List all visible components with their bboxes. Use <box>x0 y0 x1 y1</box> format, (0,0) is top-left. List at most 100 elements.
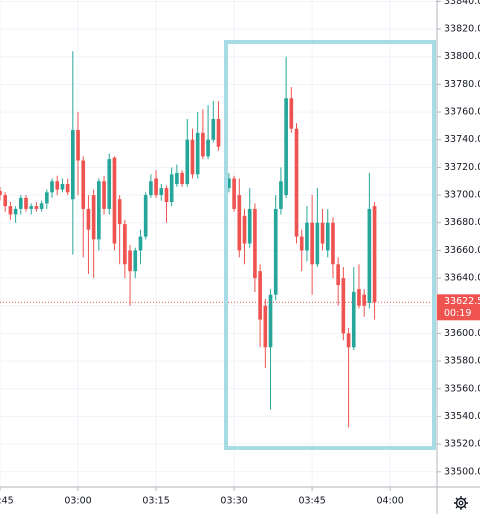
grid <box>0 0 437 487</box>
y-tick-label: 33500.0 <box>444 466 480 477</box>
y-tick-label: 33840.0 <box>444 0 480 7</box>
time-axis <box>0 487 480 514</box>
candle-body <box>45 192 49 204</box>
y-tick-label: 33680.0 <box>444 217 480 228</box>
candle-body <box>3 195 8 207</box>
candle-body <box>39 203 44 209</box>
candle-body <box>128 250 132 272</box>
candle-body <box>273 208 278 295</box>
candle-body <box>60 184 65 190</box>
candle-body <box>24 197 28 209</box>
candle-body <box>13 208 18 215</box>
candle-body <box>185 139 190 185</box>
candle-body <box>65 184 70 193</box>
candle-body <box>97 181 101 240</box>
candle-body <box>206 139 210 157</box>
candle-body <box>372 206 377 303</box>
candle-body <box>154 178 158 196</box>
x-tick-label: 03:15 <box>142 496 169 507</box>
y-tick-label: 33640.0 <box>444 273 480 284</box>
highlight-box <box>224 40 436 450</box>
y-tick-label: 33700.0 <box>444 190 480 201</box>
y-tick-label: 33600.0 <box>444 328 480 339</box>
last-price-tag <box>437 294 480 321</box>
candle-body <box>315 222 320 265</box>
candle-body <box>263 305 268 348</box>
candle-body <box>18 197 23 209</box>
candle-body <box>325 222 330 251</box>
candle-body <box>253 208 257 279</box>
x-tick-label: 02:45 <box>0 496 14 507</box>
y-tick-label: 33540.0 <box>444 411 480 422</box>
candle-body <box>242 215 247 244</box>
candle-body <box>362 294 366 306</box>
candle-body <box>112 157 117 244</box>
candle-body <box>71 130 75 200</box>
candle-body <box>341 278 346 334</box>
y-tick-label: 33800.0 <box>444 51 480 62</box>
candle-body <box>102 181 106 209</box>
candle-body <box>299 236 304 251</box>
y-tick-label: 33520.0 <box>444 439 480 450</box>
y-tick-label: 33660.0 <box>444 245 480 256</box>
candle-body <box>232 178 236 209</box>
candle-body <box>8 206 13 215</box>
x-tick-label: 03:45 <box>298 496 325 507</box>
candle-body <box>247 208 252 244</box>
candle-body <box>159 188 164 196</box>
candle-body <box>107 159 112 209</box>
candle-body <box>117 199 122 225</box>
candle-body <box>164 188 169 202</box>
candle-body <box>331 222 335 265</box>
y-tick-label: 33580.0 <box>444 356 480 367</box>
candle-body <box>268 294 273 348</box>
y-tick-label: 33760.0 <box>444 107 480 118</box>
x-tick-label: 03:30 <box>220 496 247 507</box>
candle-body <box>76 130 80 161</box>
candle-body <box>258 271 262 320</box>
candles <box>0 51 437 428</box>
candle-body <box>81 160 86 209</box>
candle-body <box>123 224 127 265</box>
candle-body <box>34 206 39 209</box>
candle-body <box>149 181 153 196</box>
candle-body <box>227 178 231 189</box>
countdown-label: 00:19 <box>444 308 471 319</box>
candle-body <box>367 208 372 303</box>
candle-body <box>175 172 179 185</box>
candle-body <box>284 98 288 196</box>
candle-body <box>91 195 96 240</box>
y-tick-label: 33720.0 <box>444 162 480 173</box>
candle-body <box>195 132 200 175</box>
y-tick-label: 33560.0 <box>444 383 480 394</box>
candle-body <box>351 291 356 348</box>
candle-body <box>86 208 91 230</box>
candle-body <box>320 222 325 244</box>
candle-body <box>180 172 184 185</box>
y-tick-label: 33820.0 <box>444 24 480 35</box>
candle-body <box>190 139 195 175</box>
candle-body <box>211 118 216 140</box>
candle-body <box>346 333 351 348</box>
candle-body <box>305 222 309 251</box>
candle-body <box>357 289 361 306</box>
price-axis <box>437 0 480 514</box>
candle-body <box>336 264 340 286</box>
candle-body <box>133 250 138 272</box>
candle-body <box>216 118 221 147</box>
candle-body <box>310 222 314 265</box>
candle-body <box>0 190 2 196</box>
candle-body <box>138 236 143 251</box>
x-tick-label: 03:00 <box>64 496 91 507</box>
candle-body <box>29 206 34 209</box>
candle-body <box>143 195 148 237</box>
candle-body <box>237 195 242 251</box>
last-price-label: 33622.5 <box>444 296 480 307</box>
y-tick-label: 33780.0 <box>444 79 480 90</box>
x-tick-label: 04:00 <box>376 496 403 507</box>
candle-body <box>201 132 205 157</box>
settings-icon[interactable] <box>454 496 468 510</box>
candle-body <box>289 98 294 129</box>
